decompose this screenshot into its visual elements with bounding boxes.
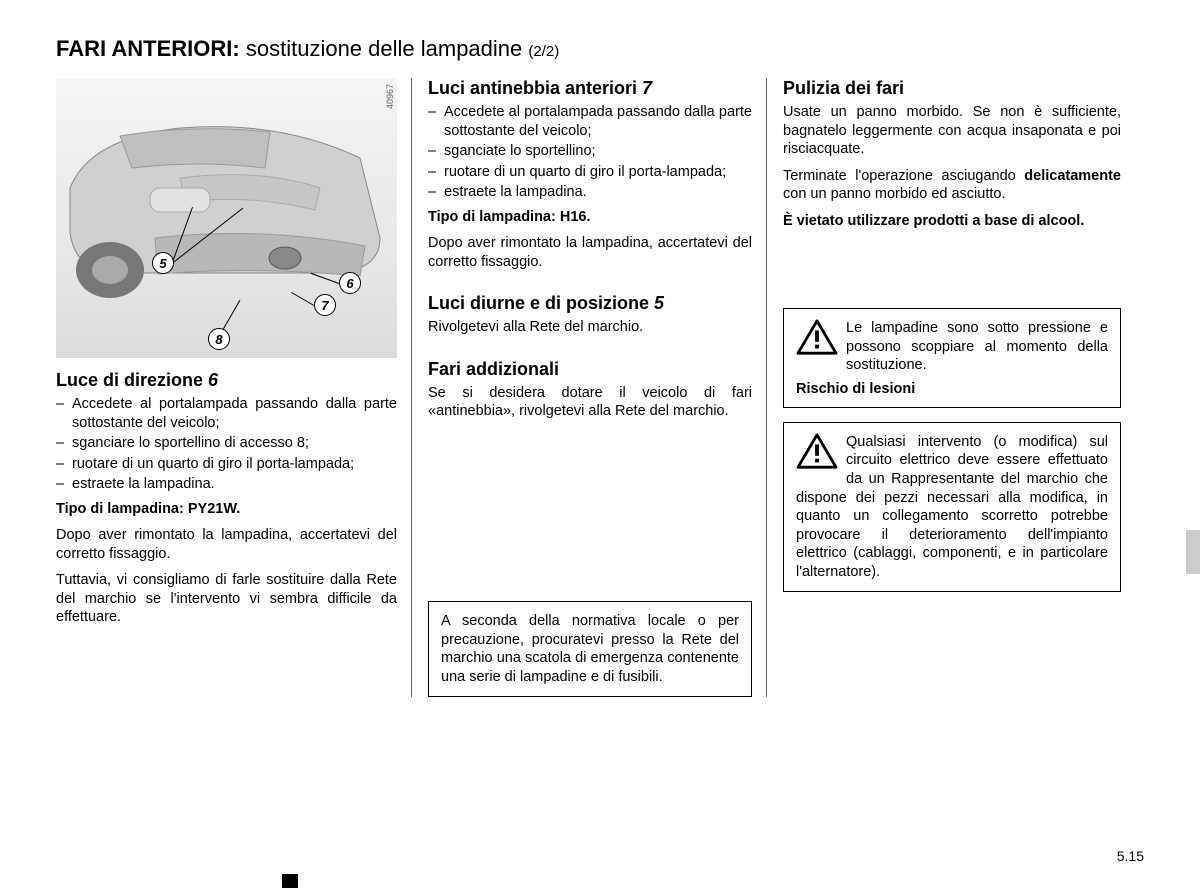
column-3: Pulizia dei fari Usate un panno morbido.… [766,78,1121,697]
heading-antinebbia-num: 7 [642,78,652,98]
list-item: Accedete al portalampada passando dalla … [56,395,397,432]
warning-2-text: Qualsiasi intervento (o modifica) sul ci… [796,433,1108,581]
callout-7: 7 [314,294,336,316]
warning-1-text: Le lampadine sono sotto pressione e poss… [796,319,1108,375]
antinebbia-list: Accedete al portalampada passando dalla … [428,103,752,202]
direzione-tipo: Tipo di lampadina: PY21W. [56,500,397,519]
list-item: ruotare di un quarto di giro il porta-la… [56,455,397,474]
callout-5: 5 [152,252,174,274]
heading-pulizia: Pulizia dei fari [783,78,1121,99]
pulizia-p2b: delicatamente [1024,168,1121,184]
heading-antinebbia: Luci antinebbia anteriori 7 [428,78,752,99]
heading-addizionali: Fari addizionali [428,359,752,380]
antinebbia-tipo: Tipo di lampadina: H16. [428,208,752,227]
warning-icon [796,433,838,471]
list-item: estraete la lampadina. [428,183,752,202]
heading-antinebbia-text: Luci antinebbia anteriori [428,78,642,98]
direzione-list: Accedete al portalampada passando dalla … [56,395,397,494]
heading-direzione-text: Luce di direzione [56,370,208,390]
info-box-normativa: A seconda della normativa locale o per p… [428,601,752,697]
list-item: ruotare di un quarto di giro il porta-la… [428,163,752,182]
black-tab-marker [282,874,298,888]
heading-direzione: Luce di direzione 6 [56,370,397,391]
title-main: FARI ANTERIORI: [56,36,240,61]
column-1: 40967 5 6 [56,78,411,697]
info-box-normativa-text: A seconda della normativa locale o per p… [441,613,739,685]
pulizia-p1: Usate un panno morbido. Se non è suffici… [783,103,1121,159]
gray-tab-marker [1186,530,1200,574]
warning-icon [796,319,838,357]
antinebbia-p1: Dopo aver rimontato la lampadina, accert… [428,234,752,271]
title-sub: sostituzione delle lampadine [246,36,522,61]
heading-addizionali-text: Fari addizionali [428,359,559,379]
direzione-p1: Dopo aver rimontato la lampadina, accert… [56,526,397,563]
list-item: sganciare lo sportellino di accesso 8; [56,434,397,453]
warning-box-2: Qualsiasi intervento (o modifica) sul ci… [783,422,1121,592]
warning-box-1: Le lampadine sono sotto pressione e poss… [783,308,1121,408]
callout-6: 6 [339,272,361,294]
list-item: Accedete al portalampada passando dalla … [428,103,752,140]
pulizia-p2: Terminate l'operazione asciugando delica… [783,167,1121,204]
car-illustration: 40967 5 6 [56,78,397,358]
heading-diurne-text: Luci diurne e di posizione [428,293,654,313]
pulizia-p2a: Terminate l'operazione asciugando [783,168,1024,184]
heading-diurne: Luci diurne e di posizione 5 [428,293,752,314]
car-svg [60,98,390,298]
page-number: 5.15 [1117,848,1144,864]
heading-direzione-num: 6 [208,370,218,390]
direzione-p2: Tuttavia, vi consigliamo di farle sostit… [56,571,397,627]
content-columns: 40967 5 6 [56,78,1144,697]
pulizia-p3: È vietato utilizzare prodotti a base di … [783,212,1121,231]
addizionali-p: Se si desidera dotare il veicolo di fari… [428,384,752,421]
pulizia-p2c: con un panno morbido ed asciutto. [783,186,1005,202]
warning-1-footer: Rischio di lesioni [796,381,1108,397]
title-count: (2/2) [528,43,559,60]
page-title: FARI ANTERIORI: sostituzione delle lampa… [56,36,1144,62]
heading-diurne-num: 5 [654,293,664,313]
column-2: Luci antinebbia anteriori 7 Accedete al … [411,78,766,697]
callout-8: 8 [208,328,230,350]
list-item: estraete la lampadina. [56,475,397,494]
list-item: sganciate lo sportellino; [428,142,752,161]
diurne-p: Rivolgetevi alla Rete del marchio. [428,318,752,337]
heading-pulizia-text: Pulizia dei fari [783,78,904,98]
